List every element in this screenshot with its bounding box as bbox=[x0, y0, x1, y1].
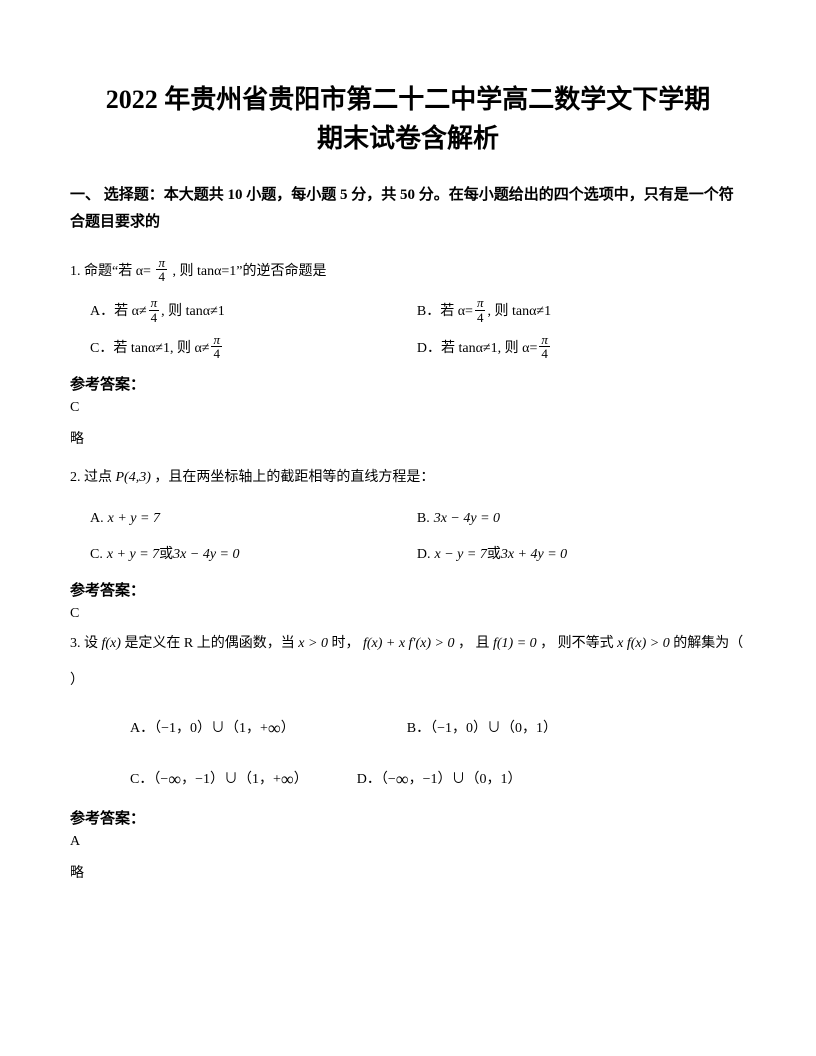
q2-option-d: D. x − y = 7 或 3x + 4y = 0 bbox=[417, 537, 732, 573]
q1-option-b: B．若 α= π 4 , 则 tanα≠1 bbox=[417, 294, 732, 330]
q1-stem: 1. 命题“若 α= π 4 , 则 tanα=1”的逆否命题是 bbox=[70, 254, 746, 290]
q1-option-d: D．若 tanα≠1, 则 α= π 4 bbox=[417, 331, 732, 367]
section-1-header: 一、 选择题：本大题共 10 小题，每小题 5 分，共 50 分。在每小题给出的… bbox=[70, 182, 746, 236]
q3-fx: f(x) bbox=[102, 636, 121, 651]
q2-options-row2: C. x + y = 7 或 3x − 4y = 0 D. x − y = 7 … bbox=[70, 537, 746, 573]
q3-cond1: x > 0 bbox=[298, 636, 328, 651]
q3-cond2: f(x) + x f′(x) > 0 bbox=[363, 636, 455, 651]
q2-b-eq: 3x − 4y = 0 bbox=[434, 501, 500, 537]
pi-over-4: π 4 bbox=[156, 256, 167, 284]
q2-b-label: B. bbox=[417, 501, 430, 537]
q2-options-row1: A. x + y = 7 B. 3x − 4y = 0 bbox=[70, 501, 746, 537]
q1-c-pre: C．若 tanα≠1, 则 α≠ bbox=[90, 331, 209, 367]
q1-stem-a: 1. 命题“若 α= bbox=[70, 264, 151, 279]
infinity-icon: ∞ bbox=[396, 769, 409, 789]
q1-a-pre: A．若 α≠ bbox=[90, 294, 147, 330]
title-line-2: 期末试卷含解析 bbox=[317, 124, 499, 153]
q3-option-a-pre: A．（−1，0）∪（1，+ bbox=[130, 721, 268, 736]
q1-note: 略 bbox=[70, 428, 746, 448]
q2-stem: 2. 过点 P(4,3) ，且在两坐标轴上的截距相等的直线方程是： bbox=[70, 460, 746, 496]
q3-stem-c: 时， bbox=[331, 636, 359, 651]
pi-over-4: π 4 bbox=[149, 296, 160, 324]
q2-answer: C bbox=[70, 606, 746, 622]
q3-answer-label: 参考答案： bbox=[70, 807, 746, 828]
infinity-icon: ∞ bbox=[268, 718, 281, 738]
q2-a-eq: x + y = 7 bbox=[108, 501, 160, 537]
exam-page: 2022 年贵州省贵阳市第二十二中学高二数学文下学期 期末试卷含解析 一、 选择… bbox=[0, 0, 816, 934]
q1-options-row2: C．若 tanα≠1, 则 α≠ π 4 D．若 tanα≠1, 则 α= π … bbox=[70, 331, 746, 367]
infinity-icon: ∞ bbox=[168, 769, 181, 789]
page-title: 2022 年贵州省贵阳市第二十二中学高二数学文下学期 期末试卷含解析 bbox=[70, 80, 746, 158]
q1-answer-label: 参考答案： bbox=[70, 373, 746, 394]
q3-option-b: B．（−1，0）∪（0，1） bbox=[407, 721, 557, 736]
q2-d-or: 或 bbox=[487, 537, 501, 573]
q2-point: P(4,3) bbox=[116, 470, 151, 485]
q2-option-a: A. x + y = 7 bbox=[90, 501, 405, 537]
q3-option-a-end: ） bbox=[281, 721, 295, 736]
title-line-1: 2022 年贵州省贵阳市第二十二中学高二数学文下学期 bbox=[106, 85, 711, 114]
q2-d-eq2: 3x + 4y = 0 bbox=[501, 537, 567, 573]
q2-option-b: B. 3x − 4y = 0 bbox=[417, 501, 732, 537]
q3-note: 略 bbox=[70, 862, 746, 882]
q2-option-c: C. x + y = 7 或 3x − 4y = 0 bbox=[90, 537, 405, 573]
q3-option-d-pre: D．（− bbox=[357, 772, 396, 787]
q2-stem-b: ，且在两坐标轴上的截距相等的直线方程是： bbox=[154, 470, 434, 485]
q3-cond3: f(1) = 0 bbox=[493, 636, 537, 651]
q2-d-eq1: x − y = 7 bbox=[435, 537, 487, 573]
q1-d-pre: D．若 tanα≠1, 则 α= bbox=[417, 331, 537, 367]
q1-b-pre: B．若 α= bbox=[417, 294, 473, 330]
q3-option-c-pre: C．（− bbox=[130, 772, 168, 787]
q3-stem-d: ， 且 bbox=[458, 636, 493, 651]
q3-option-d-mid: ，−1）∪（0，1） bbox=[409, 772, 522, 787]
q3-options-row2: C．（−∞，−1）∪（1，+∞） D．（−∞，−1）∪（0，1） bbox=[70, 754, 746, 801]
q1-options-row1: A．若 α≠ π 4 , 则 tanα≠1 B．若 α= π 4 , 则 tan… bbox=[70, 294, 746, 330]
pi-over-4: π 4 bbox=[211, 333, 222, 361]
q1-b-post: , 则 tanα≠1 bbox=[487, 294, 551, 330]
q1-option-a: A．若 α≠ π 4 , 则 tanα≠1 bbox=[90, 294, 405, 330]
q3-option-c-mid: ，−1）∪（1，+ bbox=[181, 772, 281, 787]
pi-over-4: π 4 bbox=[475, 296, 486, 324]
q2-c-label: C. bbox=[90, 537, 103, 573]
q2-stem-a: 2. 过点 bbox=[70, 470, 116, 485]
q1-answer: C bbox=[70, 400, 746, 416]
q1-stem-b: , 则 tanα=1”的逆否命题是 bbox=[172, 264, 326, 279]
q2-a-label: A. bbox=[90, 501, 104, 537]
q2-c-or: 或 bbox=[159, 537, 173, 573]
q1-option-c: C．若 tanα≠1, 则 α≠ π 4 bbox=[90, 331, 405, 367]
q3-ineq: x f(x) > 0 bbox=[617, 636, 670, 651]
q1-a-post: , 则 tanα≠1 bbox=[161, 294, 225, 330]
q2-d-label: D. bbox=[417, 537, 431, 573]
q3-stem-a: 3. 设 bbox=[70, 636, 102, 651]
q3-answer: A bbox=[70, 834, 746, 850]
q3-stem: 3. 设 f(x) 是定义在 R 上的偶函数，当 x > 0 时， f(x) +… bbox=[70, 626, 746, 699]
q3-stem-e: ， 则不等式 bbox=[540, 636, 617, 651]
q2-c-eq1: x + y = 7 bbox=[107, 537, 159, 573]
q2-answer-label: 参考答案： bbox=[70, 579, 746, 600]
q3-stem-b: 是定义在 R 上的偶函数，当 bbox=[124, 636, 298, 651]
q3-option-c-end: ） bbox=[294, 772, 308, 787]
q3-options-row1: A．（−1，0）∪（1，+∞） B．（−1，0）∪（0，1） bbox=[70, 703, 746, 750]
infinity-icon: ∞ bbox=[281, 769, 294, 789]
q2-c-eq2: 3x − 4y = 0 bbox=[173, 537, 239, 573]
pi-over-4: π 4 bbox=[539, 333, 550, 361]
